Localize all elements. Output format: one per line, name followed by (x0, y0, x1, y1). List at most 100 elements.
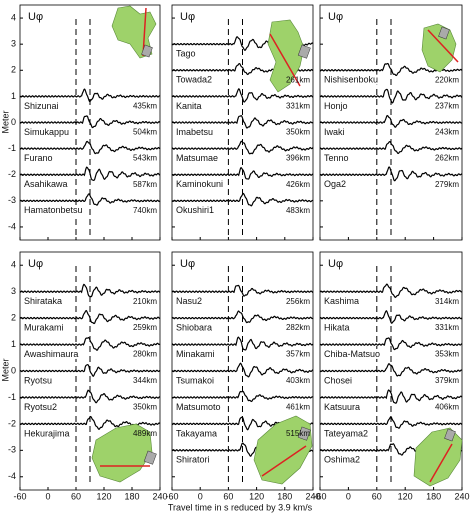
distance-label: 587km (133, 180, 157, 189)
station-label: Shiratori (176, 455, 210, 465)
waveform (172, 336, 314, 351)
y-tick-label: 1 (11, 339, 16, 349)
label-bg (23, 375, 54, 386)
waveform (171, 88, 314, 103)
waveform (319, 88, 463, 104)
station-label: Matsumoto (176, 402, 221, 412)
station-label: Nasu2 (176, 296, 202, 306)
label-bg (175, 322, 214, 333)
map (413, 427, 463, 487)
label-bg (323, 152, 350, 163)
distance-label: 435km (133, 101, 157, 110)
label-bg (175, 48, 197, 59)
station-label: Nishisenboku (324, 75, 378, 85)
y-tick-label: -1 (8, 143, 16, 153)
label-bg (23, 152, 54, 163)
waveform (171, 115, 314, 129)
waveform (19, 309, 161, 325)
station-label: Oga2 (324, 179, 346, 189)
station-label: Tsumakoi (176, 375, 214, 385)
waveform (171, 362, 314, 378)
y-tick-label: -1 (8, 392, 16, 402)
label-bg (23, 100, 60, 111)
y-tick-label: -4 (8, 471, 16, 481)
label-bg (323, 401, 362, 412)
x-tick-label: 240 (152, 491, 167, 501)
y-tick-label: 4 (11, 12, 16, 22)
distance-label: 515km (286, 429, 310, 438)
distance-label: 379km (435, 376, 459, 385)
x-tick-label: 180 (426, 491, 441, 501)
y-tick-label: 0 (11, 365, 16, 375)
panel-title: Uφ (180, 258, 195, 270)
map (253, 415, 313, 485)
station-label: Imabetsu (176, 127, 213, 137)
label-bg (175, 428, 219, 439)
x-tick-label: -60 (165, 491, 178, 501)
label-bg (23, 322, 65, 333)
distance-label: 740km (133, 206, 157, 215)
y-tick-label: -3 (8, 195, 16, 205)
distance-label: 426km (286, 180, 310, 189)
panel-title: Uφ (328, 258, 343, 270)
waveform (19, 193, 161, 206)
station-label: Shizunai (24, 101, 59, 111)
label-bg (175, 100, 203, 111)
label-bg (323, 375, 354, 386)
distance-label: 461km (286, 403, 310, 412)
panel-title: Uφ (328, 11, 343, 23)
station-label: Awashimaura (24, 349, 78, 359)
x-tick-label: 180 (277, 491, 292, 501)
y-axis-label: Meter (0, 358, 10, 381)
distance-label: 350km (286, 128, 310, 137)
waveform (319, 114, 463, 128)
x-tick-label: 60 (223, 491, 233, 501)
label-bg (175, 296, 204, 307)
y-tick-label: 4 (11, 260, 16, 270)
station-label: Hikata (324, 322, 350, 332)
distance-label: 504km (133, 128, 157, 137)
distance-label: 396km (286, 154, 310, 163)
distance-label: 220km (435, 75, 459, 84)
distance-label: 483km (286, 206, 310, 215)
station-label: Okushiri1 (176, 205, 214, 215)
station-label: Tago (176, 49, 196, 59)
distance-label: 331km (286, 101, 310, 110)
waveform (19, 363, 161, 377)
x-tick-label: 0 (346, 491, 351, 501)
map (91, 423, 157, 483)
x-tick-label: 0 (45, 491, 50, 501)
distance-label: 259km (133, 323, 157, 332)
panel-title: Uφ (28, 258, 43, 270)
label-bg (23, 179, 69, 190)
station-label: Kashima (324, 296, 359, 306)
y-tick-label: -2 (8, 169, 16, 179)
distance-label: 353km (435, 350, 459, 359)
x-tick-label: 0 (198, 491, 203, 501)
label-bg (323, 74, 380, 85)
distance-label: 256km (286, 297, 310, 306)
station-label: Honjo (324, 101, 348, 111)
distance-label: 357km (286, 350, 310, 359)
waveform (319, 389, 463, 404)
distance-label: 282km (286, 323, 310, 332)
station-label: Kanita (176, 101, 202, 111)
waveform (171, 192, 314, 207)
panel-title: Uφ (28, 11, 43, 23)
waveform (171, 284, 314, 297)
station-label: Murakami (24, 322, 64, 332)
label-bg (23, 401, 59, 412)
station-label: Chosei (324, 375, 352, 385)
y-tick-label: 3 (11, 39, 16, 49)
label-bg (23, 205, 84, 216)
label-bg (323, 348, 382, 359)
label-bg (175, 74, 214, 85)
station-label: Tenno (324, 153, 349, 163)
station-label: Towada2 (176, 75, 212, 85)
station-label: Tateyama2 (324, 428, 368, 438)
waveform (319, 166, 463, 182)
x-tick-label: 240 (305, 491, 320, 501)
distance-label: 406km (435, 403, 459, 412)
distance-label: 261km (286, 75, 310, 84)
y-tick-label: 1 (11, 91, 16, 101)
